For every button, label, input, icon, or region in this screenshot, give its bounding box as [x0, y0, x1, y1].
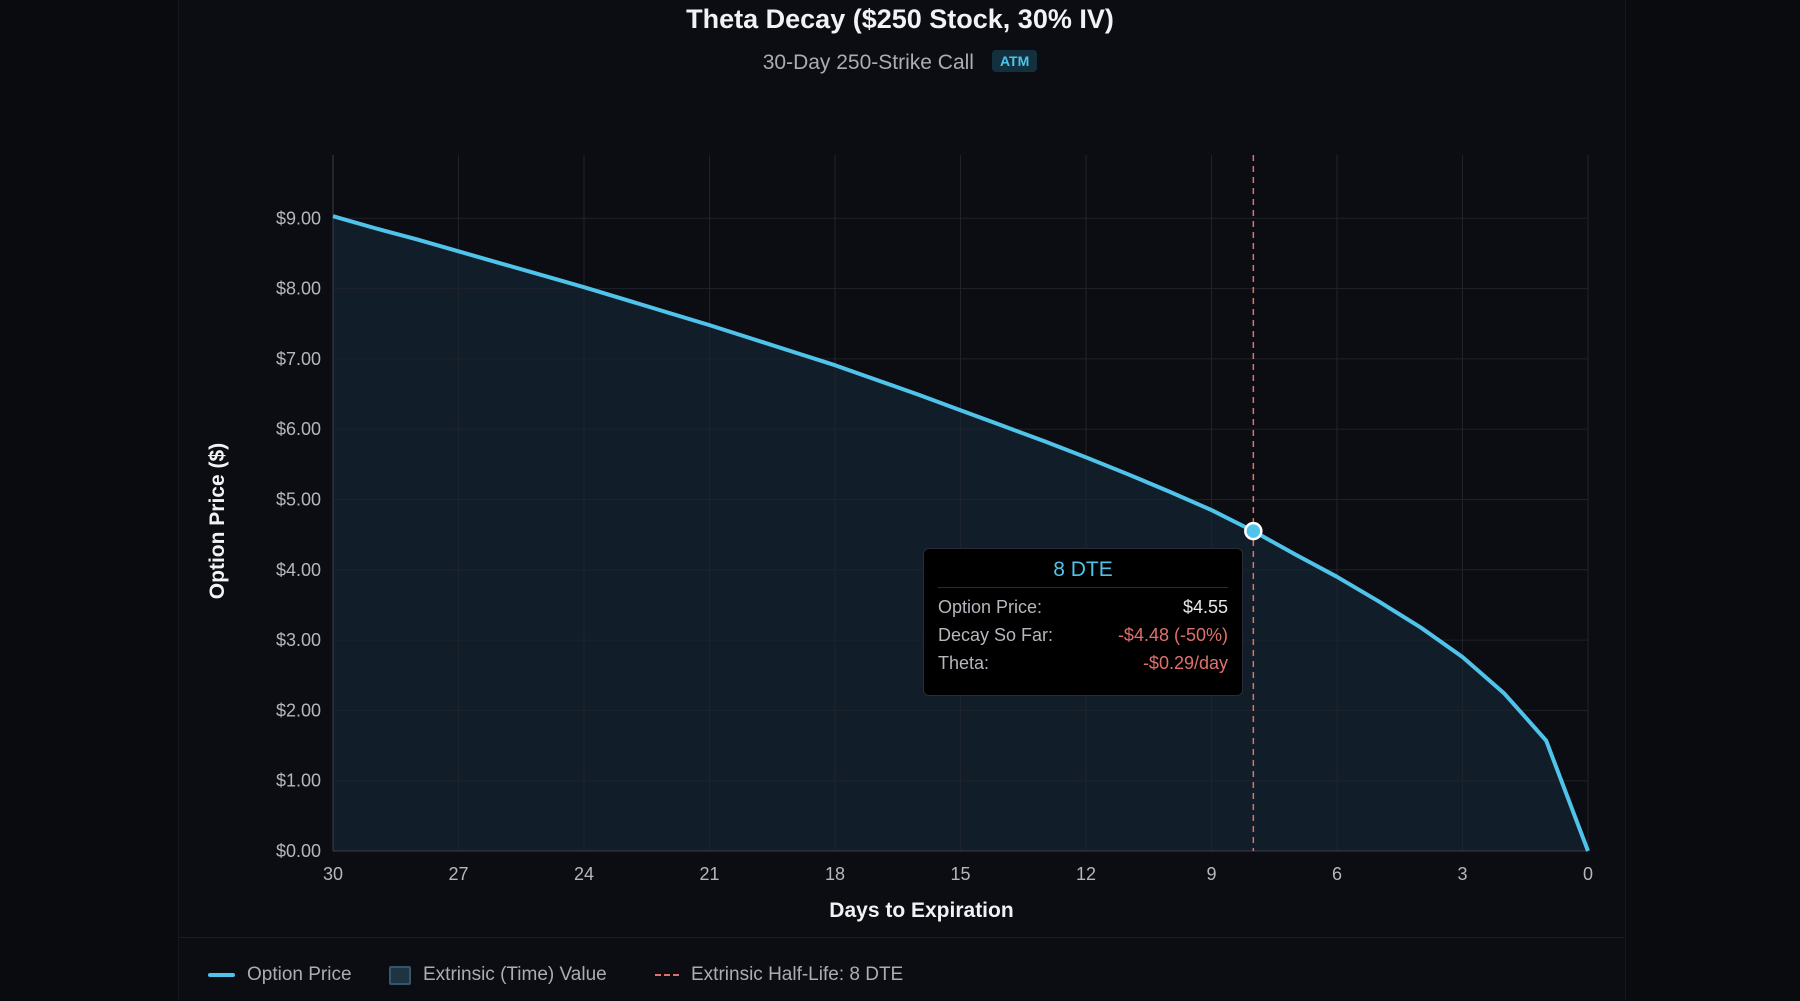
legend-label: Extrinsic Half-Life: 8 DTE: [691, 964, 904, 985]
legend-extrinsic-value[interactable]: Extrinsic (Time) Value: [389, 964, 607, 986]
legend-label: Option Price: [247, 964, 352, 985]
tooltip-title: 8 DTE: [938, 549, 1228, 588]
legend-half-life[interactable]: Extrinsic Half-Life: 8 DTE: [655, 964, 903, 986]
x-tick-label: 6: [1332, 864, 1342, 884]
tooltip-row-theta: Theta: -$0.29/day: [938, 649, 1228, 677]
y-tick-label: $3.00: [276, 630, 321, 650]
tooltip-value: -$4.48 (-50%): [1117, 625, 1228, 645]
tooltip-label: Option Price:: [938, 597, 1043, 617]
legend: Option Price Extrinsic (Time) Value Extr…: [178, 937, 1624, 1001]
x-tick-label: 12: [1076, 864, 1096, 884]
y-tick-label: $9.00: [276, 208, 321, 228]
hover-point: [1244, 521, 1263, 541]
x-tick-label: 0: [1583, 864, 1593, 884]
legend-option-price[interactable]: Option Price: [208, 964, 352, 986]
x-tick-label: 9: [1206, 864, 1216, 884]
tooltip-row-price: Option Price: $4.55: [938, 593, 1228, 621]
x-tick-label: 30: [323, 864, 343, 884]
atm-badge: ATM: [991, 50, 1038, 72]
y-tick-label: $1.00: [276, 771, 321, 791]
y-tick-label: $6.00: [276, 419, 321, 439]
x-tick-label: 27: [448, 864, 468, 884]
tooltip: 8 DTE Option Price: $4.55 Decay So Far: -$…: [923, 548, 1243, 696]
y-tick-label: $5.00: [276, 489, 321, 509]
y-tick-label: $7.00: [276, 349, 321, 369]
option-price-line: [332, 214, 1590, 852]
y-tick-label: $2.00: [276, 700, 321, 720]
tooltip-label: Theta:: [938, 653, 990, 673]
tooltip-row-decay: Decay So Far: -$4.48 (-50%): [938, 621, 1228, 649]
tooltip-value: $4.55: [1182, 597, 1228, 617]
x-tick-label: 3: [1457, 864, 1467, 884]
y-tick-label: $0.00: [276, 841, 321, 861]
x-axis-label: Days to Expiration: [829, 899, 1013, 922]
chart-title: Theta Decay ($250 Stock, 30% IV): [686, 4, 1114, 34]
subtitle-text: 30-Day 250-Strike Call: [762, 51, 974, 74]
chart-subtitle: 30-Day 250-Strike Call ATM: [0, 50, 1800, 75]
dashed-line-swatch-icon: [655, 974, 679, 976]
line-swatch-icon: [208, 973, 235, 977]
x-tick-label: 21: [699, 864, 719, 884]
y-tick-label: $8.00: [276, 279, 321, 299]
area-swatch-icon: [389, 965, 411, 985]
x-tick-label: 18: [825, 864, 845, 884]
y-tick-label: $4.00: [276, 560, 321, 580]
y-axis-label: Option Price ($): [206, 443, 229, 599]
x-tick-label: 15: [950, 864, 970, 884]
tooltip-value: -$0.29/day: [1142, 653, 1228, 673]
x-tick-label: 24: [574, 864, 594, 884]
legend-label: Extrinsic (Time) Value: [423, 964, 607, 985]
tooltip-label: Decay So Far:: [938, 625, 1054, 645]
